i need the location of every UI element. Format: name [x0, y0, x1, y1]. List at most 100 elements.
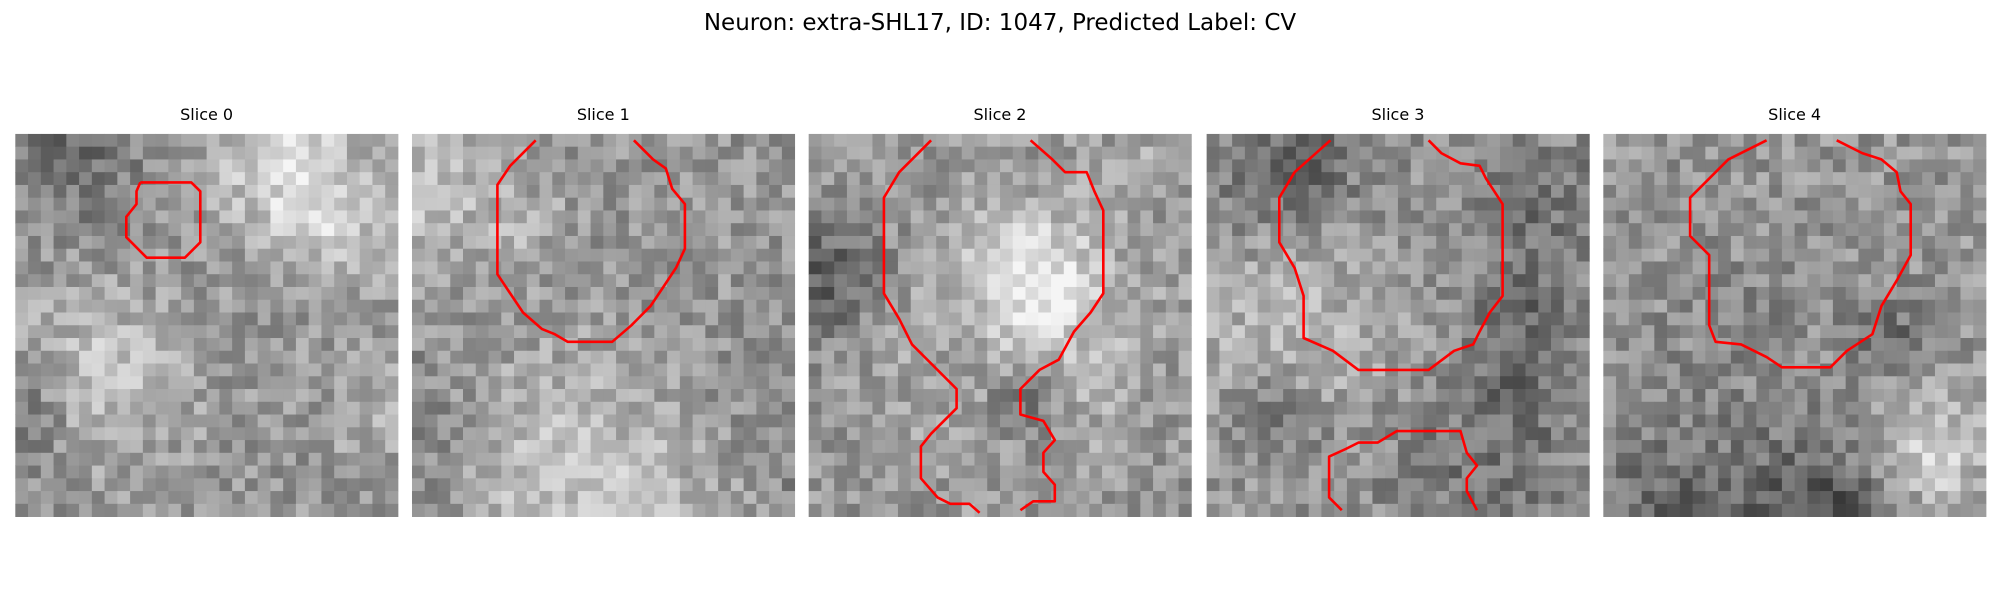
pixel: [1321, 146, 1335, 160]
pixel: [385, 503, 399, 517]
pixel: [1487, 235, 1501, 250]
pixel: [781, 312, 796, 326]
pixel: [526, 389, 540, 403]
pixel: [1140, 491, 1154, 505]
pixel: [501, 146, 515, 160]
pixel: [424, 427, 438, 441]
pixel: [53, 223, 67, 237]
pixel: [1934, 172, 1949, 186]
pixel: [1679, 376, 1694, 390]
pixel: [1461, 133, 1475, 148]
pixel: [641, 261, 655, 275]
pixel: [1153, 376, 1167, 390]
pixel: [679, 286, 694, 301]
pixel: [821, 172, 835, 186]
pixel: [1076, 223, 1090, 237]
pixel: [565, 261, 579, 275]
pixel: [1436, 389, 1450, 403]
pixel: [1206, 184, 1220, 199]
pixel: [834, 376, 848, 390]
pixel: [1667, 465, 1681, 479]
pixel: [577, 172, 591, 186]
pixel: [603, 261, 617, 275]
pixel: [590, 478, 604, 492]
pixel: [1832, 491, 1847, 505]
pixel: [1089, 172, 1103, 186]
pixel: [1359, 210, 1373, 224]
pixel: [1000, 503, 1014, 517]
pixel: [1667, 197, 1681, 211]
pixel: [1051, 146, 1065, 160]
pixel: [1012, 338, 1026, 352]
pixel: [168, 503, 182, 517]
pixel: [53, 389, 67, 403]
pixel: [1909, 452, 1923, 466]
pixel: [321, 210, 335, 224]
pixel: [885, 452, 899, 466]
pixel: [346, 350, 361, 364]
pixel: [1232, 389, 1246, 403]
pixel: [1423, 184, 1437, 199]
pixel: [923, 146, 937, 160]
pixel: [450, 376, 464, 390]
pixel: [616, 133, 630, 148]
pixel: [1692, 478, 1706, 492]
pixel: [334, 235, 348, 250]
pixel: [1448, 133, 1463, 148]
pixel: [718, 440, 732, 454]
pixel: [463, 299, 477, 313]
pixel: [1832, 248, 1847, 262]
pixel: [1334, 452, 1348, 466]
pixel: [936, 427, 950, 441]
pixel: [603, 427, 617, 441]
pixel: [718, 274, 732, 288]
pixel: [295, 350, 310, 364]
pixel: [359, 325, 373, 339]
pixel: [1858, 248, 1872, 262]
pixel: [1858, 210, 1872, 224]
pixel: [1063, 350, 1077, 364]
pixel: [846, 274, 861, 288]
pixel: [155, 338, 169, 352]
pixel: [79, 389, 93, 403]
contour: [1327, 429, 1479, 512]
pixel: [616, 223, 630, 237]
pixel: [1385, 338, 1399, 352]
pixel: [1667, 286, 1681, 301]
pixel: [1500, 440, 1514, 454]
pixel: [488, 376, 502, 390]
pixel: [1538, 146, 1552, 160]
pixel: [1667, 159, 1681, 173]
pixel: [1679, 286, 1694, 301]
pixel: [1038, 350, 1052, 364]
pixel: [1512, 452, 1526, 466]
pixel: [1756, 312, 1770, 326]
pixel: [66, 465, 80, 479]
pixel: [1461, 146, 1475, 160]
pixel: [1038, 172, 1052, 186]
pixel: [1423, 350, 1437, 364]
pixel: [1769, 338, 1783, 352]
pixel: [104, 401, 118, 415]
pixel: [1807, 338, 1821, 352]
pixel: [1705, 146, 1719, 160]
pixel: [1308, 133, 1322, 148]
pixel: [1244, 210, 1259, 224]
pixel: [1679, 184, 1694, 199]
pixel: [142, 376, 157, 390]
pixel: [859, 286, 873, 301]
pixel: [117, 248, 131, 262]
pixel: [514, 401, 528, 415]
pixel: [1883, 491, 1898, 505]
pixel: [859, 376, 873, 390]
pixel: [769, 401, 783, 415]
pixel: [1063, 401, 1077, 415]
pixel: [1076, 452, 1090, 466]
pixel: [1743, 133, 1757, 148]
pixel: [769, 414, 783, 428]
pixel: [641, 363, 655, 377]
pixel: [15, 401, 29, 415]
pixel: [1012, 452, 1026, 466]
pixel: [28, 452, 42, 466]
pixel: [769, 248, 783, 262]
